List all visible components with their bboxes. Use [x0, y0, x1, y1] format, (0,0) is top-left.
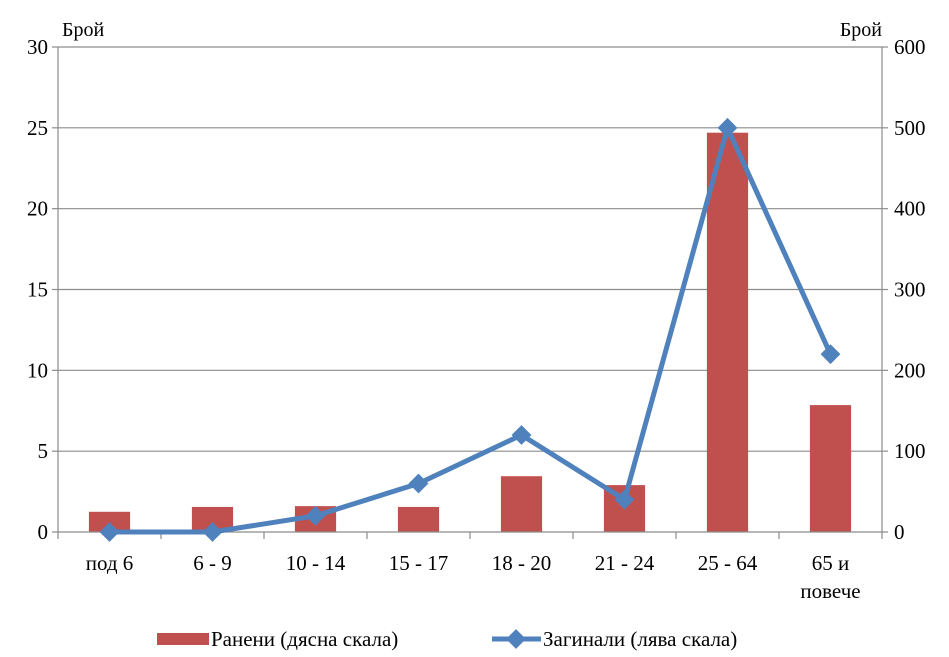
x-axis-tick-label: 65 и	[812, 551, 850, 575]
x-axis-tick-label: 21 - 24	[595, 551, 655, 575]
x-axis-tick-label: 10 - 14	[286, 551, 346, 575]
left-axis-tick-label: 15	[27, 278, 48, 302]
series-line	[109, 125, 833, 535]
bar	[706, 132, 749, 532]
right-axis-tick-label: 400	[894, 197, 926, 221]
x-axis-tick-label: 6 - 9	[193, 551, 232, 575]
bar	[397, 506, 440, 532]
x-axis-tick-label: повече	[800, 579, 860, 603]
right-axis-tick-label: 600	[894, 35, 926, 59]
legend-bar-swatch	[157, 633, 209, 645]
right-axis-tick-label: 100	[894, 439, 926, 463]
bar	[809, 405, 852, 532]
left-axis-tick-label: 20	[27, 197, 48, 221]
x-axis-tick-label: 15 - 17	[389, 551, 449, 575]
left-axis-tick-label: 25	[27, 116, 48, 140]
line-point	[614, 489, 635, 510]
left-axis-tick-label: 0	[38, 520, 49, 544]
legend: Ранени (дясна скала) Загинали (лява скал…	[157, 627, 737, 651]
x-axis-tick-label: под 6	[86, 551, 134, 575]
left-axis-tick-label: 5	[38, 439, 49, 463]
left-axis-tick-label: 30	[27, 35, 48, 59]
bar	[88, 511, 131, 532]
left-axis-label: Брой	[62, 19, 104, 41]
gridlines	[58, 46, 882, 452]
line-point	[820, 344, 841, 365]
legend-line-marker	[506, 629, 526, 649]
right-axis-label: Брой	[840, 19, 882, 41]
legend-line-label: Загинали (лява скала)	[543, 627, 737, 651]
line-point	[408, 473, 429, 494]
x-axis-tick-label: 25 - 64	[698, 551, 758, 575]
right-axis-tick-label: 0	[894, 520, 905, 544]
right-axis-tick-label: 500	[894, 116, 926, 140]
right-axis-tick-label: 300	[894, 278, 926, 302]
left-axis-tick-label: 10	[27, 358, 48, 382]
right-axis-tick-label: 200	[894, 358, 926, 382]
legend-bar-label: Ранени (дясна скала)	[211, 627, 398, 651]
bar	[500, 476, 543, 532]
line-point	[511, 425, 532, 445]
bars-series	[88, 132, 852, 532]
x-axis-tick-label: 18 - 20	[492, 551, 552, 575]
